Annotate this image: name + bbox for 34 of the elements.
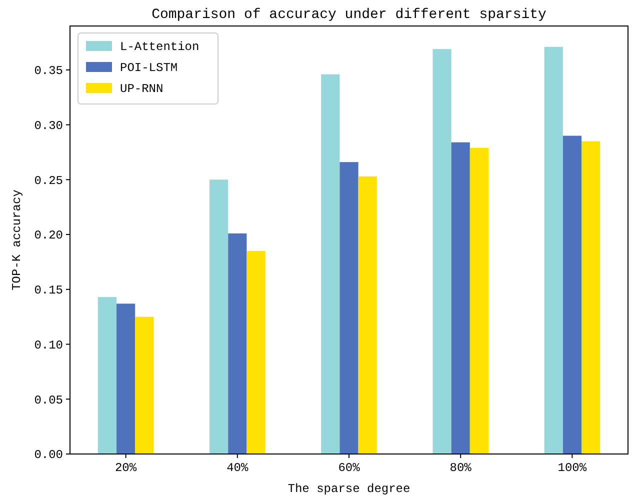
bar	[321, 74, 340, 454]
y-tick-label: 0.05	[34, 393, 63, 408]
legend-label: POI-LSTM	[120, 61, 178, 76]
x-tick-label: 60%	[338, 461, 361, 475]
bar	[582, 141, 600, 454]
bar	[228, 233, 247, 454]
y-tick-label: 0.25	[34, 174, 63, 188]
bar	[340, 162, 358, 454]
y-tick-label: 0.15	[34, 284, 63, 298]
x-axis-title: The sparse degree	[288, 482, 410, 496]
bar	[135, 316, 154, 454]
bar	[246, 250, 266, 454]
bar	[544, 46, 563, 454]
legend-label: L-Attention	[120, 40, 200, 54]
bar	[116, 304, 136, 454]
bar	[562, 136, 582, 454]
x-tick-label: 20%	[114, 461, 138, 475]
bar	[210, 180, 228, 454]
bar	[470, 148, 488, 454]
x-tick-label: 80%	[450, 461, 472, 475]
y-axis-title: TOP-K accuracy	[10, 190, 24, 290]
y-tick-label: 0.30	[34, 118, 63, 133]
bar	[451, 142, 470, 454]
x-tick-label: 40%	[226, 461, 249, 475]
bar	[432, 49, 452, 454]
bar	[98, 297, 116, 454]
bar	[358, 176, 377, 454]
x-tick-label: 100%	[558, 461, 588, 475]
chart-title: Comparison of accuracy under different sparsity	[152, 7, 546, 23]
y-tick-label: 0.20	[34, 228, 63, 243]
y-tick-label: 0.10	[34, 338, 63, 352]
legend-label: UP-RNN	[120, 82, 164, 96]
y-tick-label: 0.00	[34, 448, 63, 462]
y-tick-label: 0.35	[34, 64, 63, 78]
